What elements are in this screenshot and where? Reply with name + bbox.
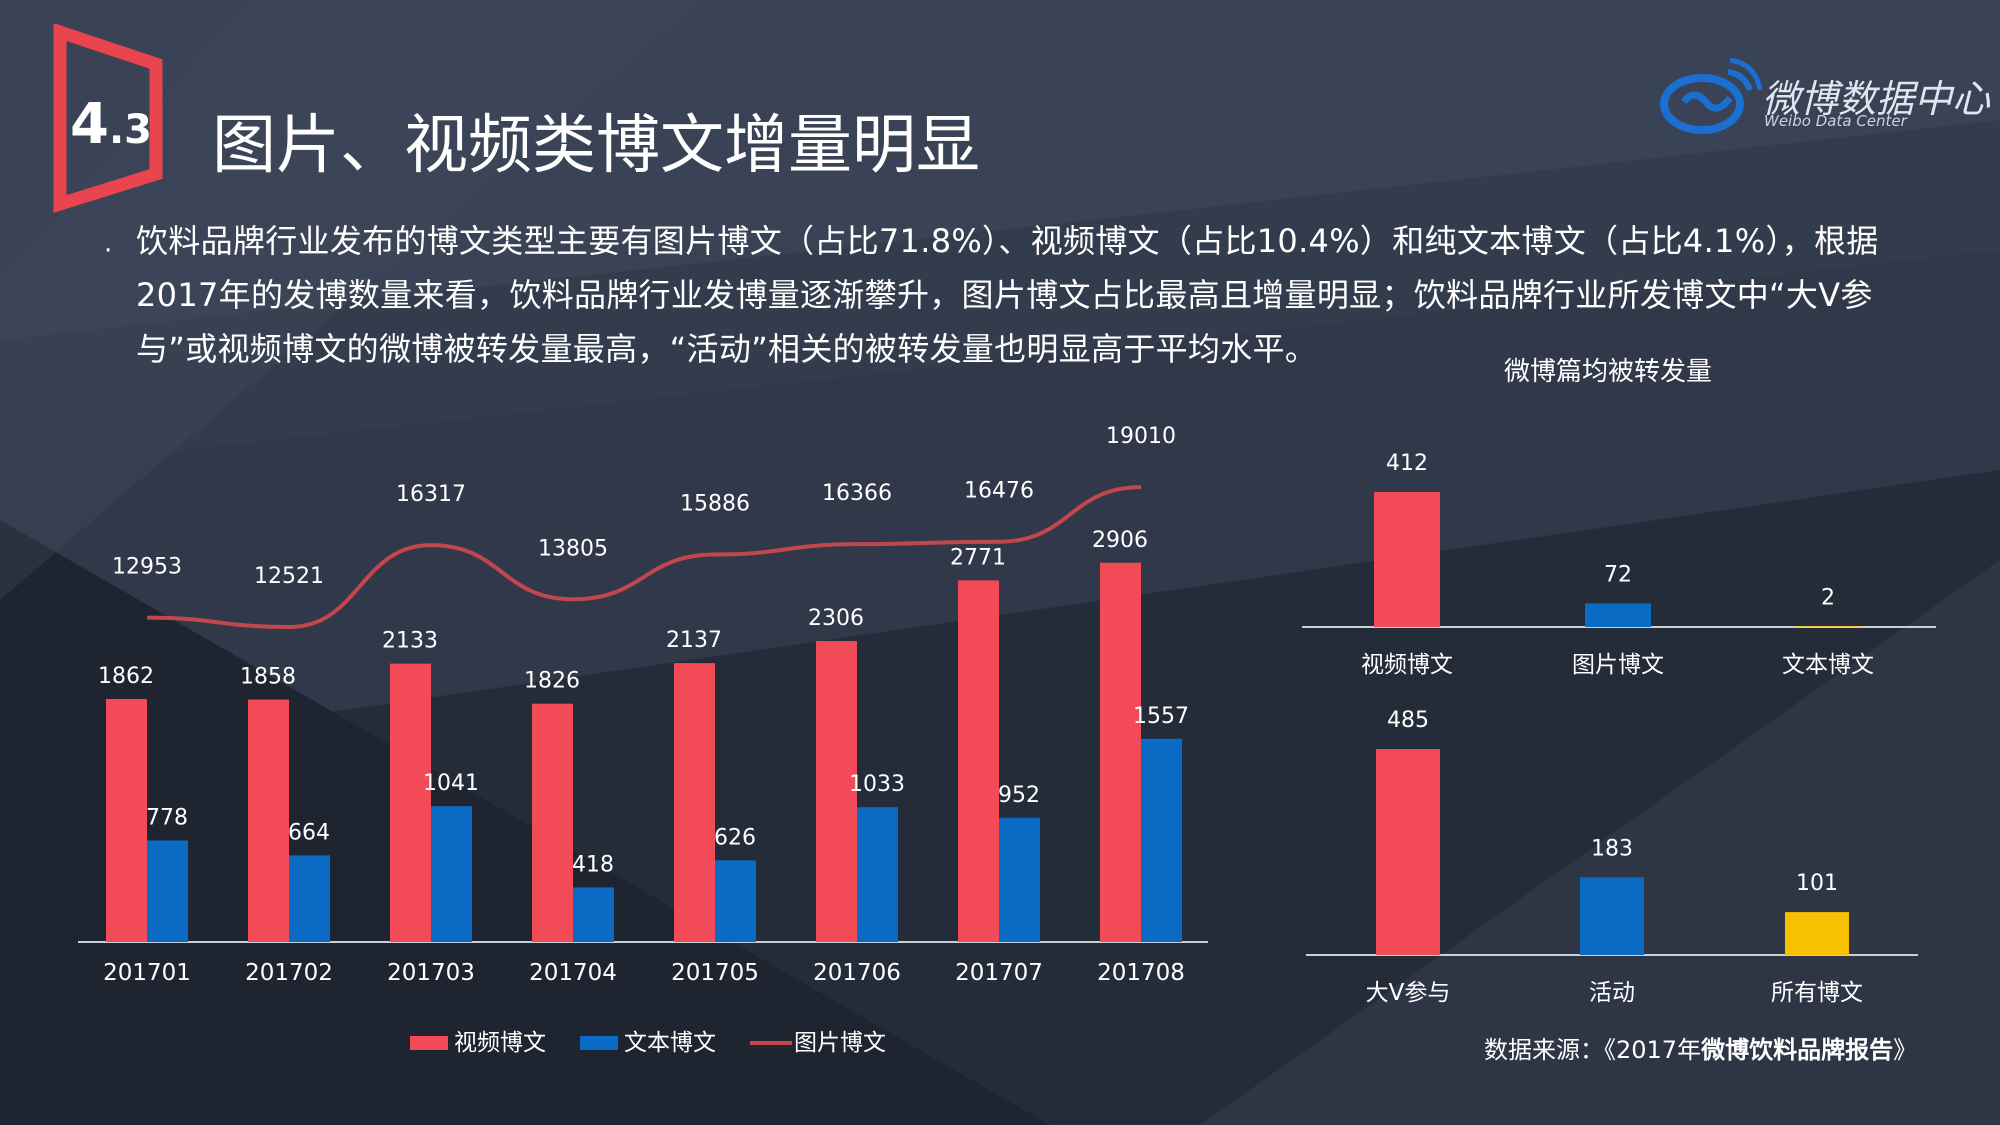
label-video-201701: 1862 (98, 664, 154, 689)
x-tick-活动: 活动 (1589, 980, 1635, 1006)
bar-video-201706 (816, 641, 857, 942)
bar-video-201705 (674, 663, 715, 942)
x-tick-文本博文: 文本博文 (1782, 652, 1874, 678)
label-video-201702: 1858 (240, 665, 296, 690)
bar-text-201705 (715, 860, 756, 942)
label-text-201705: 626 (714, 825, 756, 850)
legend-swatch-1 (580, 1036, 618, 1050)
weibo-data-center-logo: 微博数据中心 Weibo Data Center (1658, 57, 1990, 138)
weibo-eye-icon (1660, 57, 1763, 134)
label-video-201708: 2906 (1092, 528, 1148, 553)
x-tick-201704: 201704 (529, 960, 617, 986)
bar-大V参与 (1376, 749, 1440, 955)
bar-video-201708 (1100, 562, 1141, 942)
label-video-201707: 2771 (950, 545, 1006, 570)
label-image-201708: 19010 (1106, 424, 1176, 449)
bar-video-201707 (958, 580, 999, 942)
bar-text-201701 (147, 840, 188, 942)
brand-name: 微博数据中心 (1762, 77, 1991, 121)
label-text-201704: 418 (572, 852, 614, 877)
bar-所有博文 (1785, 912, 1849, 955)
avg-repost-by-type-chart: 微博篇均被转发量 412 视频博文 72 图片博文 2 文本博文 (1302, 357, 1936, 678)
label-text-201701: 778 (146, 805, 188, 830)
bar-text-201707 (999, 817, 1040, 942)
section-number: 4.3 (70, 92, 152, 157)
section-badge (52, 22, 170, 214)
section-frame-shape (53, 22, 163, 213)
label-video-201706: 2306 (808, 606, 864, 631)
x-tick-所有博文: 所有博文 (1771, 980, 1863, 1006)
value-label-视频博文: 412 (1386, 451, 1428, 476)
label-text-201702: 664 (288, 820, 330, 845)
bullet-dot: · (104, 236, 113, 266)
value-label-文本博文: 2 (1821, 585, 1835, 610)
bar-text-201702 (289, 855, 330, 942)
chart-title: 微博篇均被转发量 (1504, 357, 1712, 387)
x-tick-201703: 201703 (387, 960, 475, 986)
bar-视频博文 (1374, 491, 1440, 627)
bar-video-201702 (248, 699, 289, 942)
bar-text-201704 (573, 887, 614, 942)
page-title: 图片、视频类博文增量明显 (212, 109, 980, 183)
monthly-post-chart: 1862 778 201701 1858 664 201702 2133 1041 201703… (78, 424, 1208, 1056)
line-image-series (146, 485, 1142, 630)
brand-subtitle: Weibo Data Center (1764, 112, 1907, 130)
label-text-201707: 952 (998, 783, 1040, 808)
x-tick-201708: 201708 (1097, 960, 1185, 986)
label-text-201708: 1557 (1133, 704, 1189, 729)
label-text-201706: 1033 (849, 772, 905, 797)
bar-text-201703 (431, 806, 472, 942)
bar-活动 (1580, 877, 1644, 955)
label-video-201704: 1826 (524, 669, 580, 694)
x-tick-大V参与: 大V参与 (1366, 980, 1451, 1006)
avg-repost-by-topic-chart: 485 大V参与 183 活动 101 所有博文 (1306, 708, 1918, 1006)
label-image-201705: 15886 (680, 491, 750, 516)
bar-文本博文 (1795, 626, 1861, 627)
label-image-201701: 12953 (112, 555, 182, 580)
x-tick-201702: 201702 (245, 960, 333, 986)
bar-video-201703 (390, 663, 431, 942)
legend-label-2: 图片博文 (794, 1030, 886, 1056)
label-image-201703: 16317 (396, 482, 466, 507)
legend-label-0: 视频博文 (454, 1030, 546, 1056)
label-image-201702: 12521 (254, 564, 324, 589)
summary-paragraph: 饮料品牌行业发布的博文类型主要有图片博文（占比71.8%）、视频博文（占比10.… (136, 222, 1879, 368)
legend-label-1: 文本博文 (624, 1030, 716, 1056)
x-tick-201706: 201706 (813, 960, 901, 986)
label-image-201707: 16476 (964, 479, 1034, 504)
label-video-201705: 2137 (666, 628, 722, 653)
source-note: 数据来源：《2017年微博饮料品牌报告》 (1484, 1036, 1918, 1064)
bar-video-201704 (532, 703, 573, 942)
x-tick-图片博文: 图片博文 (1572, 652, 1664, 678)
value-label-活动: 183 (1591, 836, 1633, 861)
bar-text-201706 (857, 807, 898, 942)
value-label-大V参与: 485 (1387, 708, 1429, 733)
label-image-201706: 16366 (822, 481, 892, 506)
x-tick-视频博文: 视频博文 (1361, 652, 1453, 678)
bar-text-201708 (1141, 738, 1182, 942)
value-label-所有博文: 101 (1796, 871, 1838, 896)
label-text-201703: 1041 (423, 771, 479, 796)
value-label-图片博文: 72 (1604, 562, 1632, 587)
x-tick-201705: 201705 (671, 960, 759, 986)
label-video-201703: 2133 (382, 629, 438, 654)
bar-图片博文 (1585, 603, 1651, 627)
x-tick-201701: 201701 (103, 960, 191, 986)
label-image-201704: 13805 (538, 536, 608, 561)
x-tick-201707: 201707 (955, 960, 1043, 986)
bar-video-201701 (106, 699, 147, 942)
legend-swatch-0 (410, 1036, 448, 1050)
